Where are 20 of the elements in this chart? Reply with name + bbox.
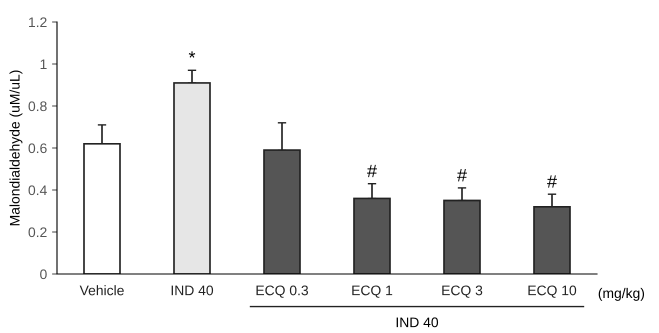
- y-tick-label: 0: [40, 269, 47, 280]
- text: (mg/kg): [598, 288, 644, 301]
- y-tick-label: 1: [40, 59, 47, 70]
- y-tick-label: 0.8: [28, 101, 47, 112]
- annotation: #: [457, 169, 467, 182]
- x-tick-label: ECQ 1: [352, 285, 392, 298]
- y-tick-label: 1.2: [29, 17, 47, 28]
- y-tick-label: 0.4: [28, 185, 47, 196]
- x-tick-label: ECQ 0.3: [256, 285, 308, 298]
- annotation: *: [188, 51, 196, 58]
- x-tick-label: ECQ 3: [442, 285, 482, 298]
- x-tick-label: IND 40: [172, 285, 214, 296]
- annotation: #: [547, 175, 557, 188]
- annotation: #: [367, 164, 377, 178]
- x-tick-label: Vehicle: [80, 285, 124, 296]
- y-tick-label: 0.2: [28, 227, 47, 238]
- y-axis-title: Malondialdehyde (uM/uL): [9, 70, 22, 226]
- x-tick-label: ECQ 10: [528, 285, 576, 298]
- text: IND 40: [396, 317, 438, 328]
- y-tick-label: 0.6: [28, 143, 47, 154]
